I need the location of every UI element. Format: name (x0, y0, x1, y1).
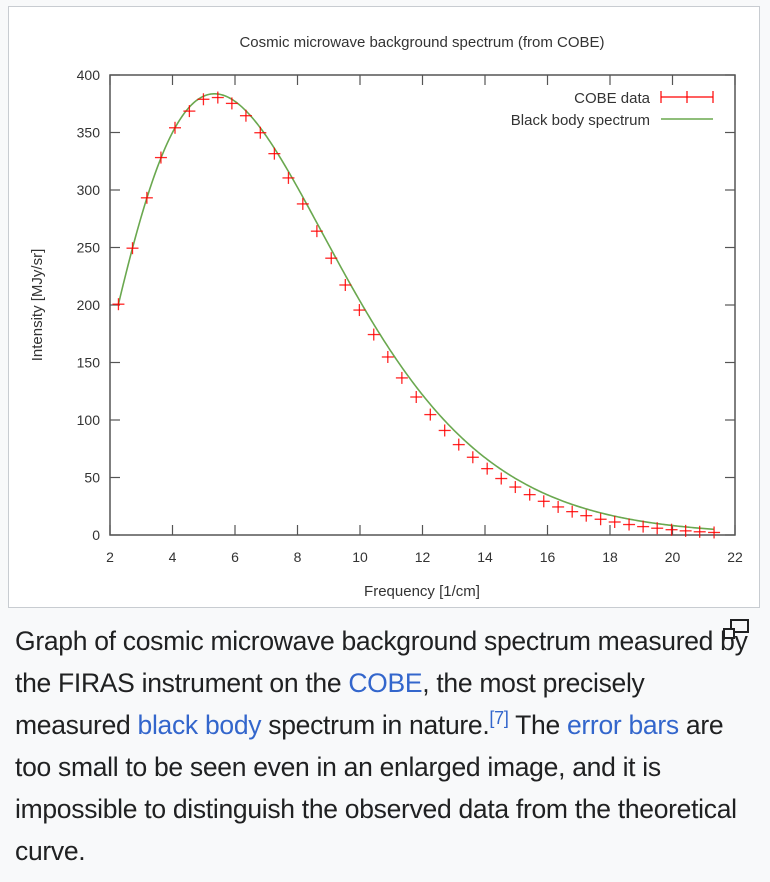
x-tick-label: 16 (540, 549, 556, 565)
cobe-data-point (282, 171, 295, 184)
cobe-data-point (637, 520, 650, 533)
caption-text-2: , the most precisely measured (15, 668, 645, 740)
cobe-data-point (424, 408, 437, 421)
cobe-data-point (410, 391, 423, 403)
legend-swatch-cobe-data (660, 91, 714, 103)
cobe-data-point (395, 371, 408, 384)
cobe-data-point (623, 518, 636, 531)
caption-text-4: The (508, 710, 567, 740)
y-tick-label: 400 (77, 67, 101, 83)
cobe-data-point (239, 109, 252, 122)
y-tick-label: 0 (92, 527, 100, 543)
caption-text-3: spectrum in nature. (261, 710, 490, 740)
y-tick-label: 50 (84, 470, 100, 486)
cobe-data-point (112, 298, 125, 311)
legend-label-black-body: Black body spectrum (511, 112, 650, 129)
x-tick-label: 8 (294, 549, 302, 565)
black-body-curve-layer (117, 93, 714, 531)
cobe-data-point (651, 522, 664, 535)
x-tick-label: 18 (602, 549, 618, 565)
x-axis-label: Frequency [1/cm] (364, 583, 480, 600)
y-tick-label: 100 (77, 412, 101, 428)
chart: Cosmic microwave background spectrum (fr… (29, 34, 743, 600)
cobe-data-point (254, 126, 267, 139)
cobe-data-point (353, 304, 366, 317)
cobe-data-point (509, 481, 522, 494)
reference-7[interactable]: [7] (489, 708, 509, 729)
legend: COBE data Black body spectrum (511, 90, 714, 129)
plot-border (109, 74, 736, 536)
cobe-data-point (339, 278, 352, 291)
cobe-data-point (310, 225, 323, 238)
legend-label-cobe-data: COBE data (574, 90, 651, 107)
cobe-data-point (438, 424, 451, 437)
cobe-data-point (608, 516, 621, 529)
cobe-data-point (481, 462, 494, 475)
cobe-data-point (708, 526, 721, 539)
cobe-data-point (211, 91, 224, 104)
cobe-data-point (679, 524, 692, 537)
figure-frame (8, 6, 760, 608)
cobe-data-point (268, 147, 281, 160)
link-cobe[interactable]: COBE (348, 668, 423, 698)
cobe-data-point (296, 197, 309, 210)
cobe-data-point (466, 451, 479, 464)
axes: 2 4 6 8 10 12 14 16 18 20 22 0 50 100 150 200 250 300 350 4… (77, 67, 743, 565)
y-tick-label: 250 (77, 240, 101, 256)
x-tick-label: 4 (169, 549, 177, 565)
y-tick-label: 300 (77, 182, 101, 198)
y-tick-label: 150 (77, 355, 101, 371)
cobe-data-point (523, 488, 536, 501)
cobe-data-point (367, 328, 380, 341)
cobe-data-point (126, 242, 139, 255)
cobe-data-point (197, 93, 210, 106)
cobe-data-point (452, 438, 465, 451)
cobe-data-point (594, 513, 607, 526)
enlarge-icon[interactable] (722, 618, 750, 640)
cobe-data-point (537, 495, 550, 508)
cobe-data-point (325, 252, 338, 265)
x-tick-label: 12 (415, 549, 431, 565)
y-tick-label: 200 (77, 297, 101, 313)
cobe-data-point (580, 509, 593, 522)
cobe-data-point (552, 500, 565, 513)
link-error-bars[interactable]: error bars (566, 710, 679, 740)
x-tick-label: 2 (106, 549, 114, 565)
caption-text-1: Graph of cosmic microwave background spe… (15, 626, 748, 698)
cobe-data-points-layer (112, 91, 721, 539)
figure-caption: Graph of cosmic microwave background spe… (15, 620, 755, 872)
cobe-data-point (225, 97, 238, 110)
x-tick-label: 22 (727, 549, 743, 565)
x-tick-label: 6 (231, 549, 239, 565)
cobe-data-point (693, 525, 706, 538)
x-tick-label: 20 (665, 549, 681, 565)
y-tick-label: 350 (77, 125, 101, 141)
x-tick-label: 14 (477, 549, 493, 565)
y-axis-label: Intensity [MJy/sr] (29, 249, 46, 362)
cobe-data-point (566, 505, 579, 518)
cobe-data-point (169, 121, 181, 134)
cobe-data-point (183, 105, 196, 118)
cobe-data-point (154, 151, 167, 164)
black-body-curve (117, 93, 714, 531)
x-tick-label: 10 (352, 549, 368, 565)
link-black-body[interactable]: black body (137, 710, 262, 740)
cobe-data-point (381, 350, 394, 363)
cobe-data-point (665, 523, 678, 536)
cobe-data-point (140, 191, 153, 204)
chart-title: Cosmic microwave background spectrum (fr… (239, 34, 604, 51)
cobe-data-point (495, 472, 508, 485)
caption-text-5: are too small to be seen even in an enla… (15, 710, 737, 866)
